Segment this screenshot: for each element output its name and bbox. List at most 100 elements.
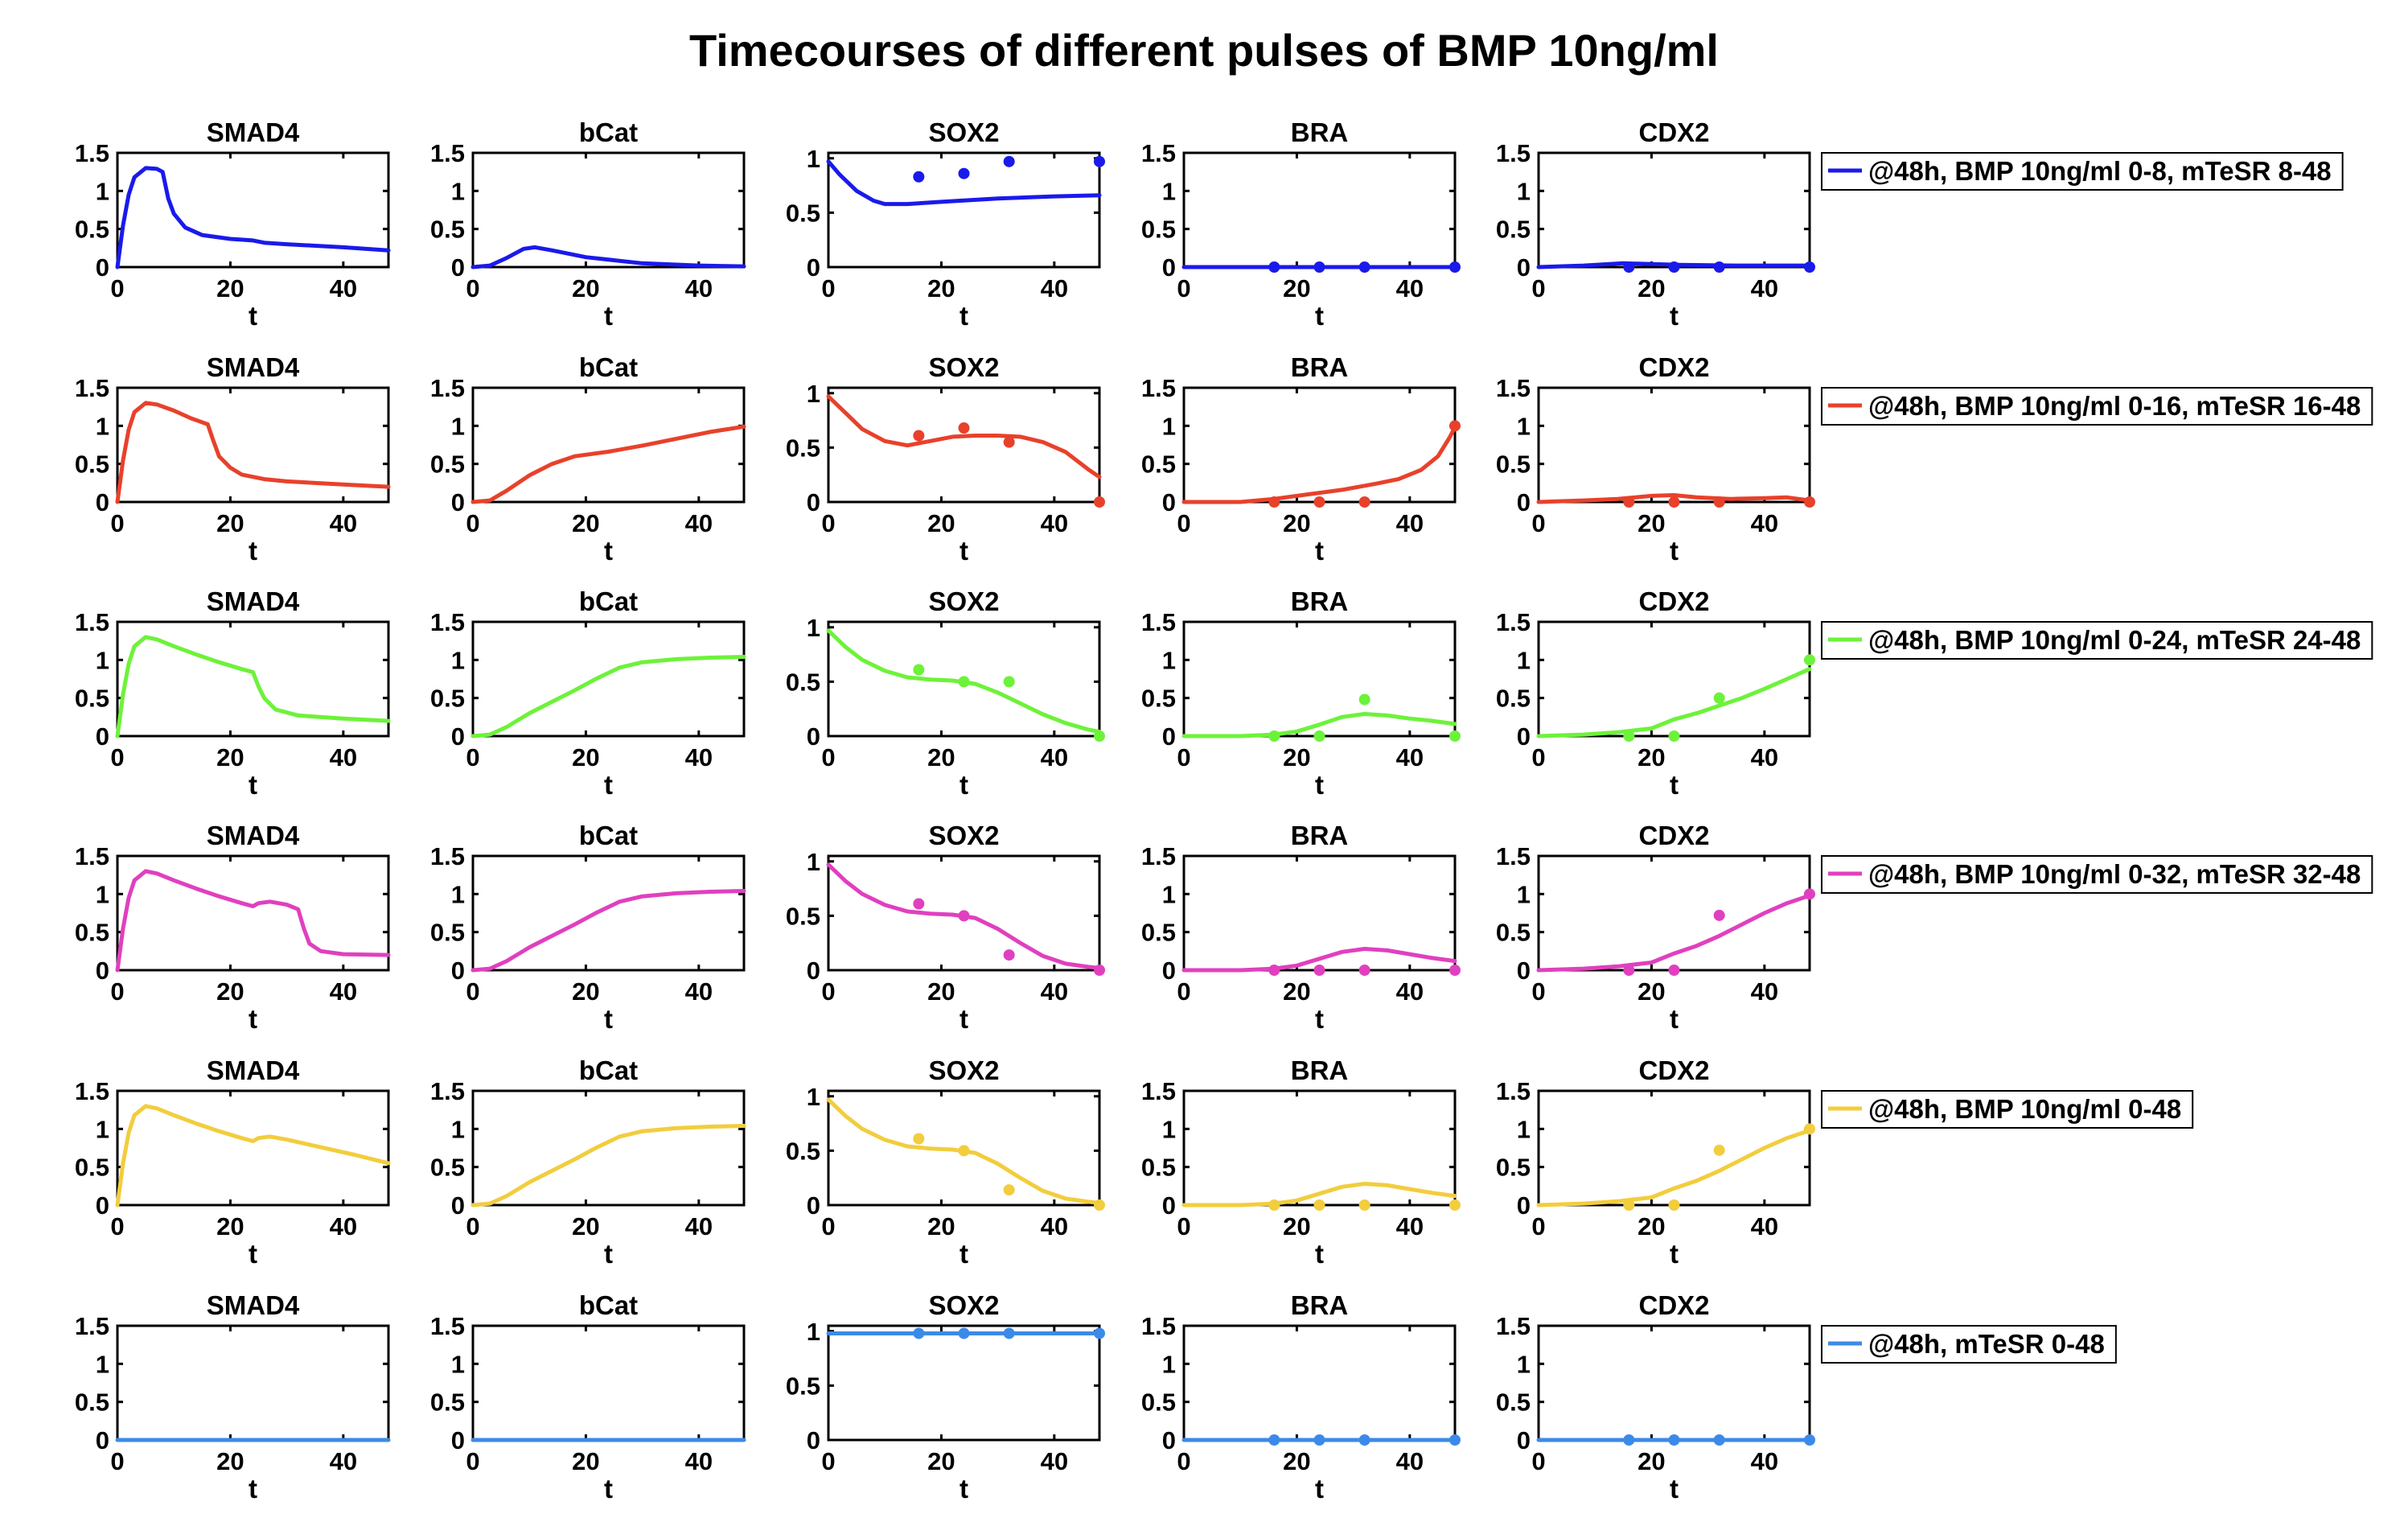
x-axis-label: t bbox=[960, 1004, 968, 1034]
panel-bcat-row-1: bCat 0 0.5 1 1.5 0 20 40 t bbox=[430, 117, 746, 331]
x-tick-label: 0 bbox=[466, 274, 479, 302]
x-axis-label: t bbox=[249, 1004, 257, 1034]
y-tick-label: 1 bbox=[451, 646, 465, 674]
series-line bbox=[1181, 712, 1457, 738]
x-tick-label: 40 bbox=[330, 509, 357, 537]
data-point bbox=[1094, 1199, 1105, 1211]
panel-cdx2-row-1: CDX2 0 0.5 1 1.5 0 20 40 t bbox=[1496, 117, 1815, 331]
x-tick-label: 40 bbox=[1396, 1212, 1424, 1240]
x-tick-label: 40 bbox=[685, 977, 713, 1006]
series-line bbox=[826, 394, 1102, 479]
y-tick-label: 1 bbox=[1517, 412, 1531, 440]
data-point bbox=[1313, 965, 1325, 976]
data-point bbox=[1804, 1123, 1815, 1135]
x-tick-label: 40 bbox=[330, 977, 357, 1006]
panel-title: SOX2 bbox=[928, 352, 999, 382]
panel-title: SOX2 bbox=[928, 117, 999, 147]
data-point bbox=[1003, 1327, 1015, 1339]
data-point bbox=[1713, 1434, 1725, 1446]
y-tick-label: 0 bbox=[96, 722, 109, 751]
panel-title: bCat bbox=[579, 1290, 638, 1320]
series-line bbox=[1536, 261, 1812, 269]
y-tick-label: 0.5 bbox=[786, 902, 820, 930]
x-tick-label: 20 bbox=[1638, 274, 1665, 302]
y-tick-label: 1.5 bbox=[75, 842, 109, 870]
x-tick-label: 40 bbox=[330, 1212, 357, 1240]
x-axis-label: t bbox=[249, 536, 257, 566]
x-axis-label: t bbox=[604, 536, 613, 566]
y-tick-label: 1 bbox=[451, 177, 465, 205]
data-point bbox=[1623, 261, 1635, 273]
y-tick-label: 0 bbox=[1162, 1426, 1176, 1454]
y-tick-label: 0 bbox=[1517, 722, 1531, 751]
y-tick-label: 0.5 bbox=[1141, 919, 1176, 947]
series-line bbox=[1536, 893, 1812, 973]
data-point bbox=[1623, 1199, 1635, 1211]
legend-label: @48h, BMP 10ng/ml 0-24, mTeSR 24-48 bbox=[1868, 625, 2361, 655]
panel-title: CDX2 bbox=[1638, 1055, 1709, 1085]
x-axis-label: t bbox=[960, 1239, 968, 1269]
panel-title: bCat bbox=[579, 821, 638, 850]
x-tick-label: 0 bbox=[821, 509, 835, 537]
y-tick-label: 0.5 bbox=[1496, 450, 1531, 479]
x-tick-label: 0 bbox=[1531, 743, 1545, 771]
panel-title: BRA bbox=[1291, 117, 1349, 147]
x-axis-label: t bbox=[1315, 536, 1324, 566]
x-tick-label: 0 bbox=[110, 1447, 124, 1475]
y-tick-label: 1 bbox=[1517, 1350, 1531, 1378]
data-point bbox=[1268, 1199, 1280, 1211]
series-line bbox=[115, 166, 391, 269]
x-tick-label: 20 bbox=[1283, 1212, 1310, 1240]
panel-bra-row-2: BRA 0 0.5 1 1.5 0 20 40 t bbox=[1141, 352, 1461, 566]
panel-title: CDX2 bbox=[1638, 117, 1709, 147]
x-tick-label: 20 bbox=[216, 1212, 244, 1240]
y-tick-label: 1 bbox=[807, 1083, 820, 1111]
data-point bbox=[1713, 1144, 1725, 1156]
x-axis-label: t bbox=[960, 1474, 968, 1504]
data-point bbox=[1668, 1434, 1680, 1446]
data-point bbox=[1094, 1327, 1105, 1339]
x-tick-label: 20 bbox=[572, 1447, 599, 1475]
x-axis-label: t bbox=[960, 536, 968, 566]
panel-title: CDX2 bbox=[1638, 1290, 1709, 1320]
y-tick-label: 1 bbox=[451, 880, 465, 908]
legend-box bbox=[1821, 1325, 2117, 1364]
panel-title: bCat bbox=[579, 117, 638, 147]
x-tick-label: 40 bbox=[1751, 977, 1778, 1006]
series-line bbox=[826, 159, 1102, 207]
data-point bbox=[1804, 496, 1815, 508]
y-tick-label: 1 bbox=[1517, 1115, 1531, 1143]
data-point bbox=[913, 171, 925, 183]
x-tick-label: 0 bbox=[466, 743, 479, 771]
y-tick-label: 0.5 bbox=[1141, 685, 1176, 713]
x-tick-label: 40 bbox=[1041, 977, 1068, 1006]
x-tick-label: 0 bbox=[821, 1447, 835, 1475]
x-axis-label: t bbox=[1315, 770, 1324, 800]
data-point bbox=[1449, 1199, 1461, 1211]
x-tick-label: 0 bbox=[1177, 743, 1190, 771]
axes-box bbox=[1182, 1324, 1457, 1442]
y-tick-label: 0.5 bbox=[1141, 216, 1176, 244]
panel-title: BRA bbox=[1291, 1290, 1349, 1320]
x-tick-label: 0 bbox=[1177, 509, 1190, 537]
x-axis-label: t bbox=[1670, 1474, 1679, 1504]
x-axis-label: t bbox=[604, 301, 613, 331]
y-tick-label: 0 bbox=[807, 722, 820, 751]
panel-bra-row-1: BRA 0 0.5 1 1.5 0 20 40 t bbox=[1141, 117, 1461, 331]
x-tick-label: 0 bbox=[1531, 977, 1545, 1006]
x-axis-label: t bbox=[1670, 1239, 1679, 1269]
data-point bbox=[1449, 730, 1461, 742]
y-tick-label: 1 bbox=[96, 646, 109, 674]
data-point bbox=[958, 167, 970, 179]
x-tick-label: 20 bbox=[1283, 977, 1310, 1006]
data-point bbox=[1623, 1434, 1635, 1446]
axes-box bbox=[471, 1324, 746, 1442]
y-tick-label: 0.5 bbox=[430, 216, 465, 244]
data-point bbox=[1094, 730, 1105, 742]
panel-title: SMAD4 bbox=[207, 117, 300, 147]
data-point bbox=[1713, 692, 1725, 704]
y-tick-label: 1.5 bbox=[1141, 842, 1176, 870]
legend-row-5: @48h, BMP 10ng/ml 0-48 bbox=[1821, 1090, 2194, 1129]
